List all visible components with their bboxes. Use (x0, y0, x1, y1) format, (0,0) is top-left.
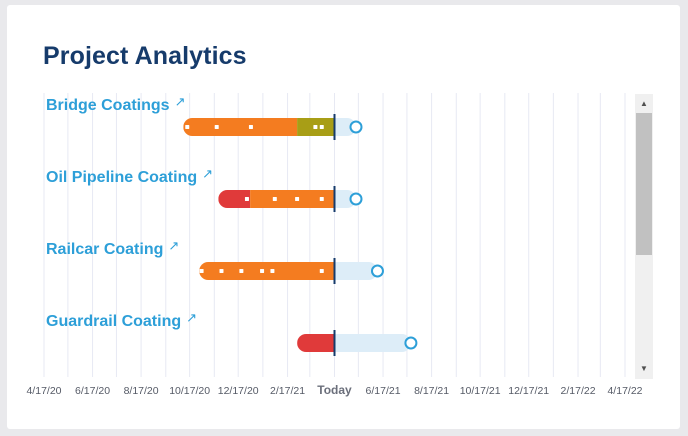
gantt-svg: 4/17/20 6/17/20 8/17/20 10/17/20 12/17/20 2/1… (26, 93, 643, 397)
event-marker (219, 269, 224, 273)
event-marker (313, 125, 318, 129)
event-marker (319, 269, 324, 273)
segment-group (218, 190, 335, 208)
event-marker (244, 197, 249, 201)
scroll-down-arrow-icon[interactable]: ▼ (640, 364, 648, 373)
project-row (183, 118, 363, 136)
project-name: Bridge Coatings (46, 97, 170, 114)
progress-segment (250, 190, 335, 208)
page-title: Project Analytics (43, 42, 247, 70)
event-marker (319, 125, 324, 129)
event-marker (199, 269, 204, 273)
x-tick-label: 10/17/20 (169, 385, 210, 397)
segment-group (199, 262, 335, 280)
external-link-icon: ↗ (202, 166, 214, 181)
x-tick-label: 2/17/21 (270, 385, 305, 397)
event-marker (319, 197, 324, 201)
external-link-icon: ↗ (186, 310, 198, 325)
forecast-end-marker (349, 120, 363, 134)
gantt-chart: 4/17/20 6/17/20 8/17/20 10/17/20 12/17/20 2/1… (7, 5, 680, 429)
x-tick-label: 4/17/20 (26, 385, 61, 397)
progress-segment (218, 190, 251, 208)
x-tick-label: 4/17/22 (607, 385, 642, 397)
bars-layer (183, 118, 418, 352)
event-marker (239, 269, 244, 273)
project-name: Guardrail Coating (46, 313, 182, 330)
progress-segment (297, 334, 335, 352)
forecast-bar (328, 334, 411, 352)
project-link-3[interactable]: Guardrail Coating ↗ (46, 310, 197, 331)
project-link-1[interactable]: Oil Pipeline Coating ↗ (46, 166, 213, 187)
project-link-2[interactable]: Railcar Coating ↗ (46, 238, 179, 259)
project-row (199, 262, 384, 280)
event-marker (272, 197, 277, 201)
x-tick-label: 12/17/20 (218, 385, 259, 397)
segment-group (183, 118, 335, 136)
forecast-end-marker (404, 336, 418, 350)
project-name: Railcar Coating (46, 241, 164, 258)
today-label: Today (317, 383, 352, 397)
x-axis: 4/17/20 6/17/20 8/17/20 10/17/20 12/17/20 2/1… (26, 383, 642, 397)
event-marker (270, 269, 275, 273)
event-marker (185, 125, 190, 129)
segment-group (297, 334, 335, 352)
project-row (218, 190, 363, 208)
forecast-end-marker (349, 192, 363, 206)
event-marker (260, 269, 265, 273)
x-tick-label: 8/17/20 (124, 385, 159, 397)
external-link-icon: ↗ (168, 238, 180, 253)
event-marker (214, 125, 219, 129)
analytics-card: Project Analytics 4/17/20 6/17/20 8/17/20 1… (7, 5, 680, 429)
event-marker (248, 125, 253, 129)
x-tick-label: 10/17/21 (460, 385, 501, 397)
event-marker (295, 197, 300, 201)
progress-segment (183, 118, 298, 136)
vertical-scrollbar[interactable]: ▲ ▼ (635, 94, 653, 379)
project-name: Oil Pipeline Coating (46, 169, 198, 186)
x-tick-label: 6/17/20 (75, 385, 110, 397)
x-tick-label: 2/17/22 (561, 385, 596, 397)
forecast-end-marker (370, 264, 384, 278)
x-tick-label: 12/17/21 (508, 385, 549, 397)
external-link-icon: ↗ (174, 94, 186, 109)
project-row (297, 334, 418, 352)
x-tick-label: 6/17/21 (366, 385, 401, 397)
scroll-up-arrow-icon[interactable]: ▲ (640, 99, 648, 108)
scroll-thumb[interactable] (636, 113, 652, 255)
grid-layer (43, 93, 626, 377)
project-link-0[interactable]: Bridge Coatings ↗ (46, 94, 185, 115)
x-tick-label: 8/17/21 (414, 385, 449, 397)
progress-segment (199, 262, 335, 280)
forecast-bar (328, 262, 378, 280)
